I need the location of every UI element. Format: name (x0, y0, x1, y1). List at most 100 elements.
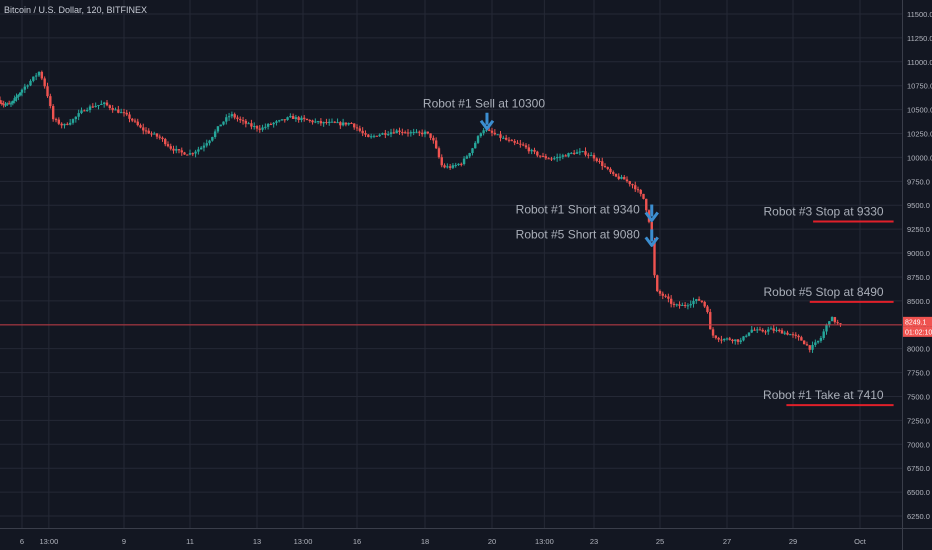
candle-body (547, 158, 550, 160)
candle-body (199, 147, 203, 150)
candle-body (598, 160, 601, 162)
candle-body (11, 100, 15, 104)
candle-body (446, 166, 449, 168)
candle-body (172, 148, 175, 151)
candle-body (147, 130, 150, 134)
candle-body (692, 300, 695, 305)
candle-body (233, 114, 236, 118)
candle-body (631, 184, 634, 186)
candle-body (819, 337, 823, 341)
candle-body (536, 151, 539, 156)
candle-body (275, 121, 278, 123)
candle-body (219, 124, 222, 127)
y-tick-label: 9750.0 (907, 177, 930, 186)
y-tick-label: 8000.0 (907, 345, 930, 354)
candle-body (20, 89, 24, 93)
candle-body (462, 158, 466, 165)
candle-body (297, 117, 300, 121)
candle-body (294, 117, 298, 119)
candle-body (131, 118, 134, 121)
candle-body (114, 109, 117, 111)
candle-body (736, 339, 740, 342)
candle-body (258, 128, 261, 130)
candle-body (384, 133, 387, 135)
candle-body (836, 322, 839, 324)
candle-body (575, 152, 579, 154)
candle-body (412, 131, 415, 133)
candle-body (125, 112, 128, 115)
candle-body (558, 156, 562, 158)
candle-body (830, 317, 834, 322)
candle-body (347, 123, 350, 125)
candle-body (128, 114, 131, 119)
candle-body (88, 106, 92, 111)
candle-body (208, 140, 211, 144)
candle-body (225, 117, 228, 122)
candle-body (300, 117, 303, 121)
candle-body (686, 305, 690, 307)
candle-body (720, 339, 723, 341)
candle-body (222, 121, 225, 125)
candle-body (488, 129, 491, 131)
candle-body (780, 330, 784, 334)
x-tick-label: 13:00 (294, 537, 313, 546)
candle-body (739, 340, 742, 342)
candle-body (833, 317, 837, 323)
candle-body (623, 176, 626, 180)
candle-body (23, 86, 27, 90)
candle-body (775, 329, 778, 331)
y-tick-label: 6750.0 (907, 464, 930, 473)
candle-body (236, 117, 239, 119)
candle-body (800, 337, 803, 341)
candle-body (9, 103, 13, 105)
x-tick-label: 6 (20, 537, 24, 546)
candle-body (468, 153, 471, 157)
candle-body (0, 100, 2, 104)
candle-body (689, 304, 692, 306)
candle-body (409, 132, 413, 134)
x-tick-label: 18 (421, 537, 429, 546)
candle-body (230, 114, 234, 117)
candle-body (504, 137, 508, 140)
candle-body (303, 117, 306, 119)
candle-body (339, 122, 342, 126)
candle-body (314, 121, 317, 123)
candle-body (700, 300, 704, 302)
candle-body (490, 130, 494, 133)
candle-body (758, 329, 762, 331)
annotation-label: Robot #1 Sell at 10300 (423, 97, 545, 111)
candle-body (828, 321, 831, 325)
candle-body (289, 115, 292, 118)
candle-body (353, 123, 356, 128)
candle-body (485, 129, 488, 131)
candle-body (530, 149, 533, 152)
candle-body (188, 153, 192, 155)
candle-body (612, 172, 615, 174)
candle-body (18, 92, 22, 96)
candle-body (587, 154, 590, 156)
candle-body (742, 336, 745, 341)
countdown-box (903, 326, 932, 337)
y-tick-label: 8500.0 (907, 297, 930, 306)
x-tick-label: 9 (122, 537, 126, 546)
candle-body (49, 96, 52, 107)
candle-body (269, 124, 273, 126)
candle-body (197, 149, 200, 152)
candle-body (625, 179, 629, 182)
candle-body (111, 107, 114, 111)
annotation-arrow-head (644, 236, 659, 247)
candle-body (177, 149, 181, 151)
candle-body (465, 156, 469, 159)
candle-body (814, 342, 817, 345)
candle-body (474, 142, 477, 149)
candle-body (675, 304, 678, 306)
y-tick-label: 10000.0 (907, 153, 932, 162)
candle-body (32, 76, 35, 81)
candle-body (731, 339, 734, 342)
candle-body (355, 127, 359, 129)
candle-body (361, 130, 364, 134)
candle-body (454, 165, 457, 167)
y-tick-label: 9500.0 (907, 201, 930, 210)
